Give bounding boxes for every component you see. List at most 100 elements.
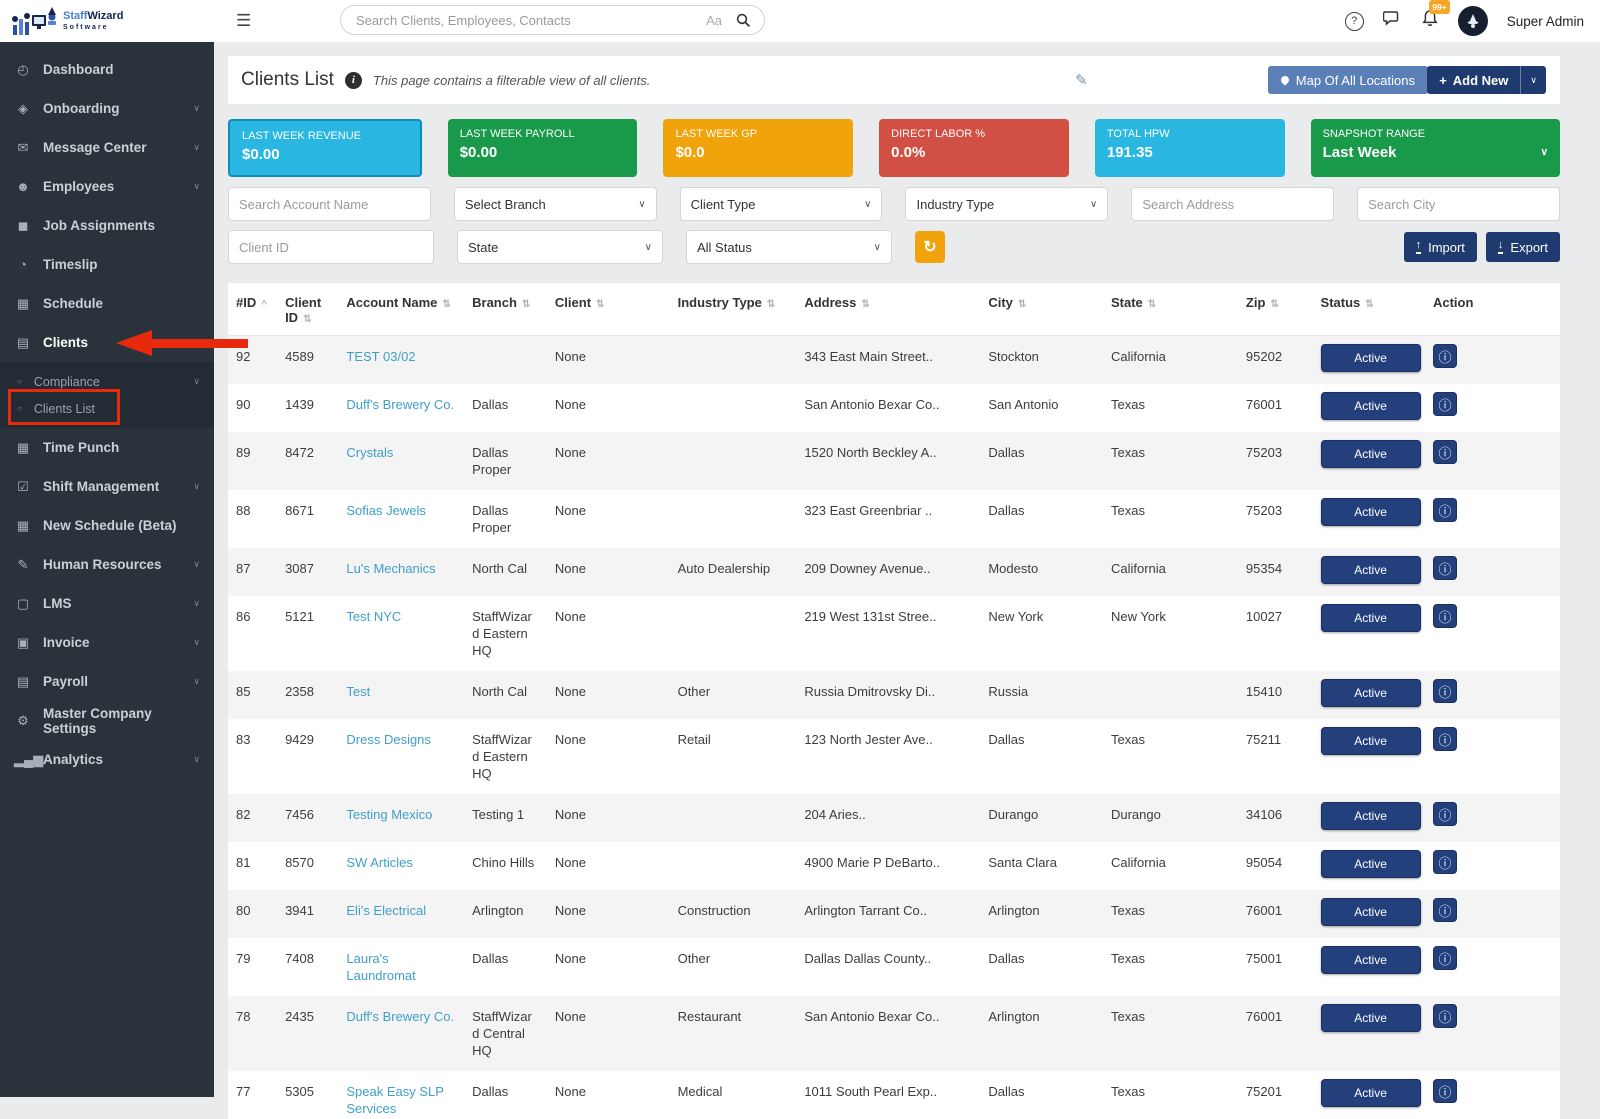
account-name-link[interactable]: SW Articles <box>346 855 413 870</box>
sidebar-item-invoice[interactable]: ▣ Invoice ∨ <box>0 623 214 662</box>
row-info-button[interactable]: ⓘ <box>1432 604 1457 628</box>
sidebar-item-new-schedule-beta[interactable]: ▦ New Schedule (Beta) <box>0 506 214 545</box>
add-new-button[interactable]: + Add New ∨ <box>1427 66 1546 94</box>
account-name-link[interactable]: Duff's Brewery Co. <box>346 1009 455 1024</box>
row-info-button[interactable]: ⓘ <box>1432 850 1457 874</box>
search-icon[interactable] <box>736 13 751 28</box>
export-button[interactable]: ↓ Export <box>1485 232 1560 262</box>
help-icon[interactable]: ? <box>1344 11 1364 31</box>
sidebar-item-timeslip[interactable]: ◔ Timeslip <box>0 245 214 284</box>
sidebar-subitem-compliance[interactable]: ○ Compliance ∨ <box>0 368 214 395</box>
industry-type-select[interactable]: Industry Type ∨ <box>905 187 1109 221</box>
account-name-link[interactable]: Duff's Brewery Co. <box>346 397 455 412</box>
map-of-all-locations-button[interactable]: Map Of All Locations <box>1267 66 1428 94</box>
column-header-zip[interactable]: Zip ⇅ <box>1237 283 1313 336</box>
refresh-button[interactable]: ↻ <box>915 231 945 263</box>
status-button[interactable]: Active <box>1320 556 1421 584</box>
sidebar-item-shift-management[interactable]: ☑ Shift Management ∨ <box>0 467 214 506</box>
column-header-address[interactable]: Address ⇅ <box>796 283 981 336</box>
account-name-link[interactable]: Dress Designs <box>346 732 431 747</box>
status-button[interactable]: Active <box>1320 727 1421 755</box>
row-info-button[interactable]: ⓘ <box>1432 1079 1457 1103</box>
sidebar-item-time-punch[interactable]: ▦ Time Punch <box>0 428 214 467</box>
select-value: Industry Type <box>916 196 995 212</box>
row-info-button[interactable]: ⓘ <box>1432 1004 1457 1028</box>
account-name-link[interactable]: Test NYC <box>346 609 402 624</box>
status-button[interactable]: Active <box>1320 344 1421 372</box>
status-button[interactable]: Active <box>1320 392 1421 420</box>
sidebar-item-message-center[interactable]: ✉ Message Center ∨ <box>0 128 214 167</box>
chat-icon[interactable] <box>1382 10 1402 32</box>
sidebar-item-lms[interactable]: ▢ LMS ∨ <box>0 584 214 623</box>
state-select[interactable]: State ∨ <box>457 230 663 264</box>
sidebar-item-master-company-settings[interactable]: ⚙ Master Company Settings <box>0 701 214 740</box>
status-button[interactable]: Active <box>1320 679 1421 707</box>
sidebar-item-onboarding[interactable]: ◈ Onboarding ∨ <box>0 89 214 128</box>
employees-icon: ☻ <box>16 179 30 194</box>
row-info-button[interactable]: ⓘ <box>1432 946 1457 970</box>
notifications-bell[interactable]: 99+ <box>1421 0 1450 33</box>
font-size-toggle[interactable]: Aa <box>706 12 722 28</box>
column-header-client-id[interactable]: Client ID ⇅ <box>277 283 339 336</box>
hamburger-menu-icon[interactable]: ☰ <box>236 11 252 30</box>
column-header-status[interactable]: Status ⇅ <box>1312 283 1425 336</box>
row-info-button[interactable]: ⓘ <box>1432 898 1457 922</box>
status-button[interactable]: Active <box>1320 1079 1421 1107</box>
row-info-button[interactable]: ⓘ <box>1432 498 1457 522</box>
account-name-link[interactable]: Testing Mexico <box>346 807 433 822</box>
status-button[interactable]: Active <box>1320 604 1421 632</box>
status-button[interactable]: Active <box>1320 440 1421 468</box>
column-header-branch[interactable]: Branch ⇅ <box>464 283 547 336</box>
sidebar-item-human-resources[interactable]: ✎ Human Resources ∨ <box>0 545 214 584</box>
status-button[interactable]: Active <box>1320 850 1421 878</box>
account-name-link[interactable]: Laura's Laundromat <box>346 951 416 983</box>
sidebar-item-schedule[interactable]: ▦ Schedule <box>0 284 214 323</box>
column-header-city[interactable]: City ⇅ <box>980 283 1103 336</box>
row-info-button[interactable]: ⓘ <box>1432 344 1457 368</box>
avatar[interactable] <box>1457 6 1488 36</box>
client-id-input[interactable] <box>228 230 434 264</box>
row-info-button[interactable]: ⓘ <box>1432 802 1457 826</box>
user-name[interactable]: Super Admin <box>1506 13 1584 29</box>
stat-card-snapshot-range[interactable]: SNAPSHOT RANGE Last Week ∨ <box>1310 119 1560 177</box>
client-type-select[interactable]: Client Type ∨ <box>679 187 883 221</box>
search-account-name-input[interactable] <box>228 187 431 221</box>
status-button[interactable]: Active <box>1320 898 1421 926</box>
branch-select[interactable]: Select Branch ∨ <box>453 187 657 221</box>
column-header-id[interactable]: #ID ^ <box>228 283 278 336</box>
account-name-link[interactable]: Crystals <box>346 445 394 460</box>
status-button[interactable]: Active <box>1320 1004 1421 1032</box>
column-header-client[interactable]: Client ⇅ <box>546 283 670 336</box>
edit-icon[interactable]: ✎ <box>1075 72 1088 89</box>
column-header-state[interactable]: State ⇅ <box>1102 283 1238 336</box>
status-button[interactable]: Active <box>1320 946 1421 974</box>
sidebar-subitem-clients-list[interactable]: ○ Clients List <box>0 395 214 422</box>
column-header-action[interactable]: Action <box>1424 283 1560 336</box>
sidebar-item-employees[interactable]: ☻ Employees ∨ <box>0 167 214 206</box>
column-header-industry-type[interactable]: Industry Type ⇅ <box>669 283 797 336</box>
account-name-link[interactable]: Sofias Jewels <box>346 503 426 518</box>
sidebar-item-analytics[interactable]: ▂▄▆ Analytics ∨ <box>0 740 214 779</box>
account-name-link[interactable]: Test <box>346 684 371 699</box>
row-info-button[interactable]: ⓘ <box>1432 679 1457 703</box>
account-name-link[interactable]: Speak Easy SLP Services <box>346 1084 444 1116</box>
global-search-input[interactable] <box>354 11 707 29</box>
row-info-button[interactable]: ⓘ <box>1432 392 1457 416</box>
all-status-select[interactable]: All Status ∨ <box>686 230 892 264</box>
search-address-input[interactable] <box>1131 187 1335 221</box>
search-city-input[interactable] <box>1357 187 1560 221</box>
add-new-dropdown-caret[interactable]: ∨ <box>1520 66 1546 94</box>
import-button[interactable]: ↑ Import <box>1403 232 1477 262</box>
sidebar-item-dashboard[interactable]: ◴ Dashboard <box>0 50 214 89</box>
account-name-link[interactable]: Lu's Mechanics <box>346 561 436 576</box>
row-info-button[interactable]: ⓘ <box>1432 440 1457 464</box>
status-button[interactable]: Active <box>1320 802 1421 830</box>
row-info-button[interactable]: ⓘ <box>1432 727 1457 751</box>
account-name-link[interactable]: Eli's Electrical <box>346 903 427 918</box>
row-info-button[interactable]: ⓘ <box>1432 556 1457 580</box>
sidebar-item-job-assignments[interactable]: ◼ Job Assignments <box>0 206 214 245</box>
account-name-link[interactable]: TEST 03/02 <box>346 349 416 364</box>
column-header-account-name[interactable]: Account Name ⇅ <box>338 283 465 336</box>
status-button[interactable]: Active <box>1320 498 1421 526</box>
sidebar-item-payroll[interactable]: ▤ Payroll ∨ <box>0 662 214 701</box>
